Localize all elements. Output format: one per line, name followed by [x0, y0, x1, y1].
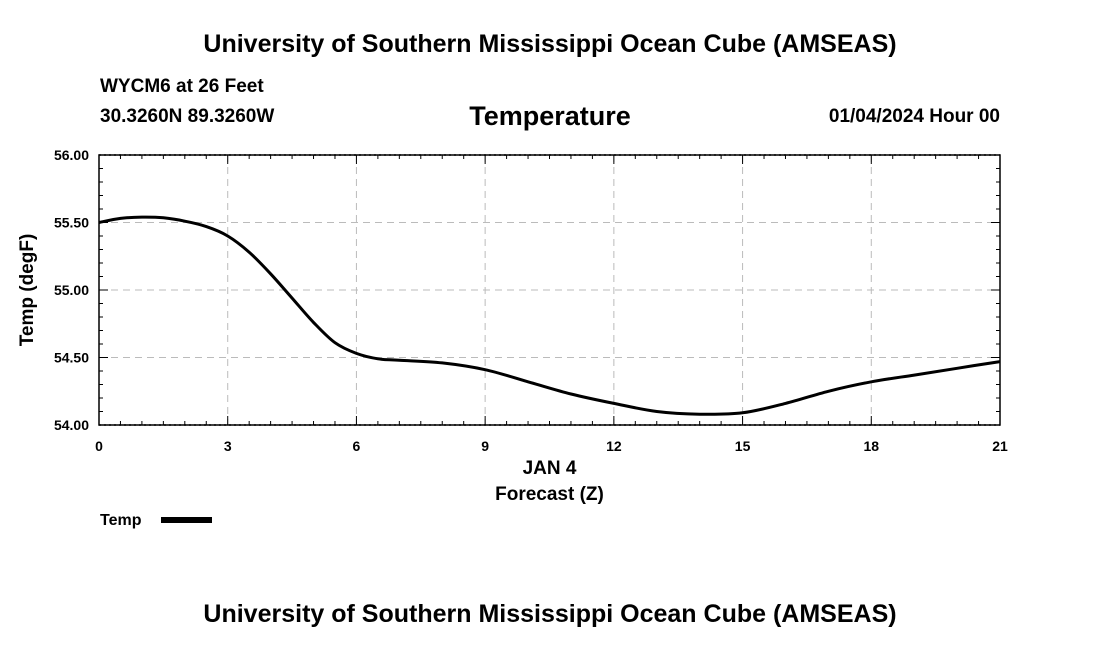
x-tick-label: 12 — [606, 438, 622, 454]
axis-ticks — [98, 154, 1001, 426]
series-layer — [98, 215, 1001, 416]
x-tick-label: 18 — [863, 438, 879, 454]
chart-subtitle: Temperature — [469, 101, 631, 131]
y-axis-title: Temp (degF) — [17, 234, 38, 347]
chart-title-bottom: University of Southern Mississippi Ocean… — [203, 600, 897, 628]
y-tick-label: 56.00 — [54, 147, 89, 163]
x-tick-label: 21 — [992, 438, 1008, 454]
chart-title-top: University of Southern Mississippi Ocean… — [203, 30, 897, 58]
forecast-datetime-label: 01/04/2024 Hour 00 — [828, 106, 1000, 127]
x-tick-label: 3 — [224, 438, 232, 454]
x-tick-label: 15 — [735, 438, 751, 454]
x-axis-date-label: JAN 4 — [523, 458, 577, 479]
x-tick-label: 6 — [353, 438, 361, 454]
x-tick-label: 0 — [95, 438, 103, 454]
y-tick-label: 55.50 — [54, 215, 89, 231]
y-tick-label: 55.00 — [54, 282, 89, 298]
legend: Temp — [100, 512, 212, 529]
x-axis-title: Forecast (Z) — [495, 484, 604, 505]
coordinates-label: 30.3260N 89.3260W — [100, 106, 275, 127]
series-line-temp — [98, 215, 1001, 416]
x-tick-label: 9 — [481, 438, 489, 454]
y-tick-label: 54.50 — [54, 350, 89, 366]
tick-labels: 0 3 6 9 12 15 18 21 54.00 54.50 55.00 55.50 56.00 — [54, 147, 1008, 454]
station-label: WYCM6 at 26 Feet — [100, 76, 264, 97]
legend-label-temp: Temp — [100, 512, 142, 529]
y-tick-label: 54.00 — [54, 417, 89, 433]
